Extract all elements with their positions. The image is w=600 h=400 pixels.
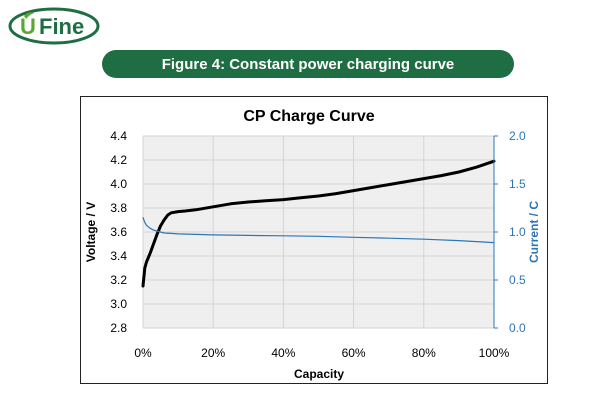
left-axis-ticks: 2.8 3.0 3.2 3.4 3.6 3.8 4.0 4.2 4.4 <box>110 129 127 335</box>
y-tick-label: 3.4 <box>110 249 127 263</box>
series-group <box>141 159 496 288</box>
y-tick-label: 4.4 <box>110 129 127 143</box>
logo-fine: Fine <box>39 14 84 39</box>
x-tick-label: 80% <box>412 346 436 360</box>
chart-frame: 2.8 3.0 3.2 3.4 3.6 3.8 4.0 4.2 4.4 0.0 0.5 1.0 1.5… <box>80 96 548 384</box>
y2-tick-label: 0.5 <box>509 273 526 287</box>
y-tick-label: 3.0 <box>110 297 127 311</box>
x-axis-ticks: 0% 20% 40% 60% 80% 100% <box>134 346 509 360</box>
figure-caption-text: Figure 4: Constant power charging curve <box>161 55 455 73</box>
chart-title: CP Charge Curve <box>243 108 374 125</box>
logo-leaf-icon <box>24 12 34 19</box>
x-tick-label: 40% <box>271 346 295 360</box>
cp-charge-curve-chart: 2.8 3.0 3.2 3.4 3.6 3.8 4.0 4.2 4.4 0.0 0.5 1.0 1.5… <box>84 108 541 381</box>
x-tick-label: 0% <box>134 346 152 360</box>
x-tick-label: 20% <box>201 346 225 360</box>
x-tick-label: 100% <box>479 346 510 360</box>
y-axis-label: Voltage / V <box>84 202 98 262</box>
y2-tick-label: 1.0 <box>509 225 526 239</box>
y2-axis-label: Current / C <box>527 201 541 263</box>
y2-tick-label: 1.5 <box>509 177 526 191</box>
logo-border <box>8 7 100 45</box>
x-tick-label: 60% <box>342 346 366 360</box>
current-series-line <box>142 216 495 244</box>
x-axis-label: Capacity <box>294 367 344 381</box>
y-tick-label: 2.8 <box>110 321 127 335</box>
voltage-series-line <box>141 159 496 288</box>
y-tick-label: 3.6 <box>110 225 127 239</box>
right-axis-ticks: 0.0 0.5 1.0 1.5 2.0 <box>494 129 526 335</box>
logo-u: U <box>20 14 36 39</box>
y2-tick-label: 2.0 <box>509 129 526 143</box>
y2-tick-label: 0.0 <box>509 321 526 335</box>
figure-caption-banner: Figure 4: Constant power charging curve <box>102 50 514 78</box>
y-tick-label: 4.0 <box>110 177 127 191</box>
ufine-logo: U Fine <box>8 7 100 45</box>
y-tick-label: 4.2 <box>110 153 127 167</box>
y-tick-label: 3.8 <box>110 201 127 215</box>
y-tick-label: 3.2 <box>110 273 127 287</box>
